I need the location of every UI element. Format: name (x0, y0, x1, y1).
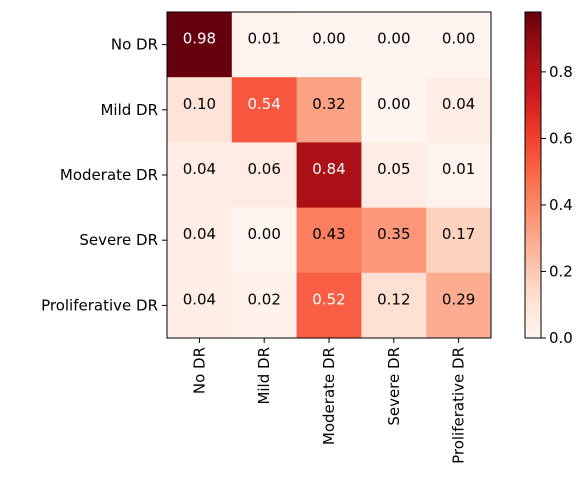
y-tick-label: Severe DR (79, 231, 158, 249)
heatmap-cell (296, 272, 362, 339)
colorbar (525, 12, 541, 338)
y-tick-label: No DR (111, 36, 158, 54)
cell-value-label: 0.35 (377, 225, 410, 243)
y-tick-label: Mild DR (100, 101, 158, 119)
heatmap-cells (167, 12, 492, 339)
heatmap-cell (296, 207, 362, 274)
cell-value-label: 0.01 (247, 30, 280, 48)
cell-value-label: 0.00 (377, 95, 410, 113)
x-tick-label: Proliferative DR (450, 347, 468, 464)
heatmap-cell (426, 77, 492, 143)
heatmap-cell (231, 77, 298, 143)
cell-value-label: 0.02 (247, 290, 280, 308)
colorbar-axis: 0.0 0.2 0.4 0.6 0.8 (541, 63, 573, 347)
cell-value-label: 0.04 (183, 290, 216, 308)
heatmap-cell-labels: 0.98 0.01 0.00 0.00 0.00 0.10 0.54 0.32 0.00 0.04… (183, 30, 476, 309)
heatmap-cell (167, 272, 233, 339)
y-tick-label: Moderate DR (60, 166, 158, 184)
cell-value-label: 0.17 (442, 225, 475, 243)
heatmap-cell (231, 142, 298, 209)
heatmap-cell (361, 272, 427, 339)
cell-value-label: 0.04 (183, 225, 216, 243)
colorbar-tick-label: 0.0 (549, 329, 573, 347)
heatmap-cell (426, 272, 492, 339)
cell-value-label: 0.52 (312, 290, 345, 308)
cell-value-label: 0.32 (312, 95, 345, 113)
cell-value-label: 0.06 (247, 160, 280, 178)
heatmap-cell (231, 272, 298, 339)
colorbar-frame (524, 11, 542, 339)
heatmap-cell (361, 77, 427, 143)
y-axis: No DR Mild DR Moderate DR Severe DR Prolifer… (41, 36, 167, 314)
cell-value-label: 0.00 (442, 30, 475, 48)
colorbar-tick-label: 0.8 (549, 63, 573, 81)
cell-value-label: 0.43 (312, 225, 345, 243)
heatmap-cell (426, 12, 492, 78)
cell-value-label: 0.00 (377, 30, 410, 48)
heatmap-cell (426, 207, 492, 274)
heatmap-cell (231, 12, 298, 78)
x-tick-label: Severe DR (385, 347, 403, 426)
colorbar-tick-label: 0.2 (549, 262, 573, 280)
cell-value-label: 0.10 (183, 95, 216, 113)
y-tick-label: Proliferative DR (41, 296, 158, 314)
x-tick-label: Moderate DR (320, 347, 338, 445)
cell-value-label: 0.84 (312, 160, 345, 178)
colorbar-tick-label: 0.6 (549, 129, 573, 147)
cell-value-label: 0.04 (183, 160, 216, 178)
cell-value-label: 0.01 (442, 160, 475, 178)
heatmap-cell (167, 207, 233, 274)
heatmap-cell (167, 142, 233, 209)
heatmap-cell (167, 12, 233, 78)
cell-value-label: 0.29 (442, 290, 475, 308)
cell-value-label: 0.00 (247, 225, 280, 243)
x-axis: No DR Mild DR Moderate DR Severe DR Prolifer… (190, 338, 468, 464)
cell-value-label: 0.05 (377, 160, 410, 178)
heatmap-cell (296, 142, 362, 209)
colorbar-tick-label: 0.4 (549, 196, 573, 214)
heatmap-cell (296, 12, 362, 78)
heatmap-cell (361, 142, 427, 209)
cell-value-label: 0.04 (442, 95, 475, 113)
x-tick-label: No DR (190, 347, 208, 394)
cell-value-label: 0.00 (312, 30, 345, 48)
heatmap-cell (296, 77, 362, 143)
cell-value-label: 0.12 (377, 290, 410, 308)
cell-value-label: 0.98 (183, 30, 216, 48)
cell-value-label: 0.54 (247, 95, 280, 113)
heatmap-cell (167, 77, 233, 143)
heatmap-cell (361, 207, 427, 274)
x-tick-label: Mild DR (255, 347, 273, 405)
heatmap-cell (231, 207, 298, 274)
heatmap-cell (426, 142, 492, 209)
heatmap-cell (361, 12, 427, 78)
